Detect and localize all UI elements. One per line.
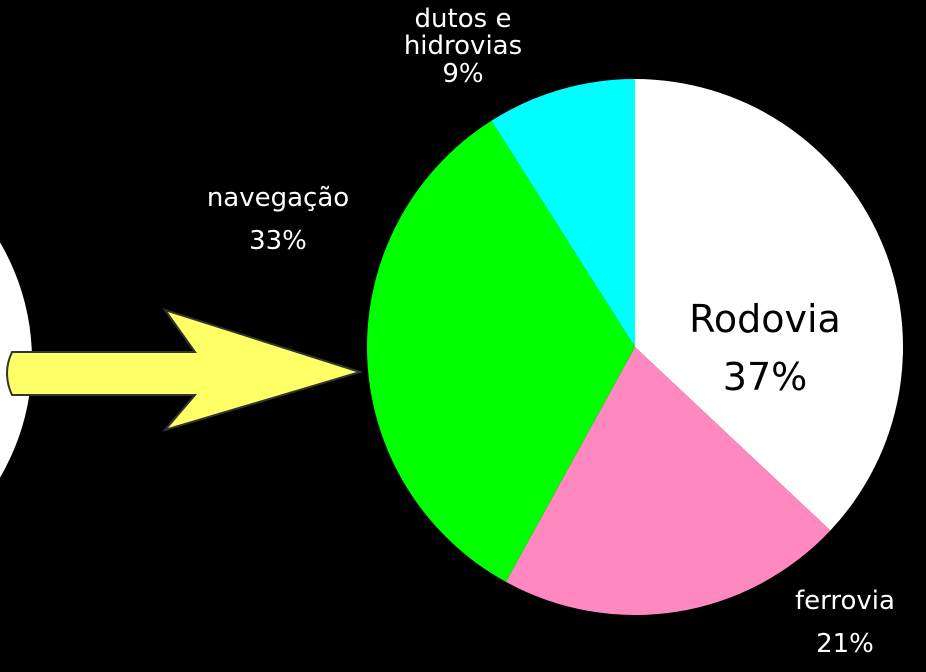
value-label: 9% — [442, 58, 484, 89]
slice-label: dutos e hidrovias 9% — [388, 4, 538, 89]
category-label: Rodovia — [689, 297, 841, 341]
pie-slice — [635, 79, 903, 531]
slice-label: Rodovia 37% — [665, 297, 865, 399]
value-label: 33% — [249, 226, 307, 257]
category-label: navegação — [206, 183, 350, 213]
pie-slice — [366, 120, 635, 582]
value-label: 21% — [816, 629, 874, 660]
category-label: ferrovia — [795, 586, 895, 616]
pie-slice — [491, 79, 635, 347]
slice-label: ferrovia 21% — [765, 586, 925, 660]
pie-slice — [505, 347, 831, 616]
value-label: 37% — [722, 354, 808, 399]
slice-label: navegação 33% — [178, 183, 378, 257]
arrow — [6, 308, 364, 432]
category-label: dutos e hidrovias — [403, 4, 523, 62]
pie — [366, 79, 903, 616]
